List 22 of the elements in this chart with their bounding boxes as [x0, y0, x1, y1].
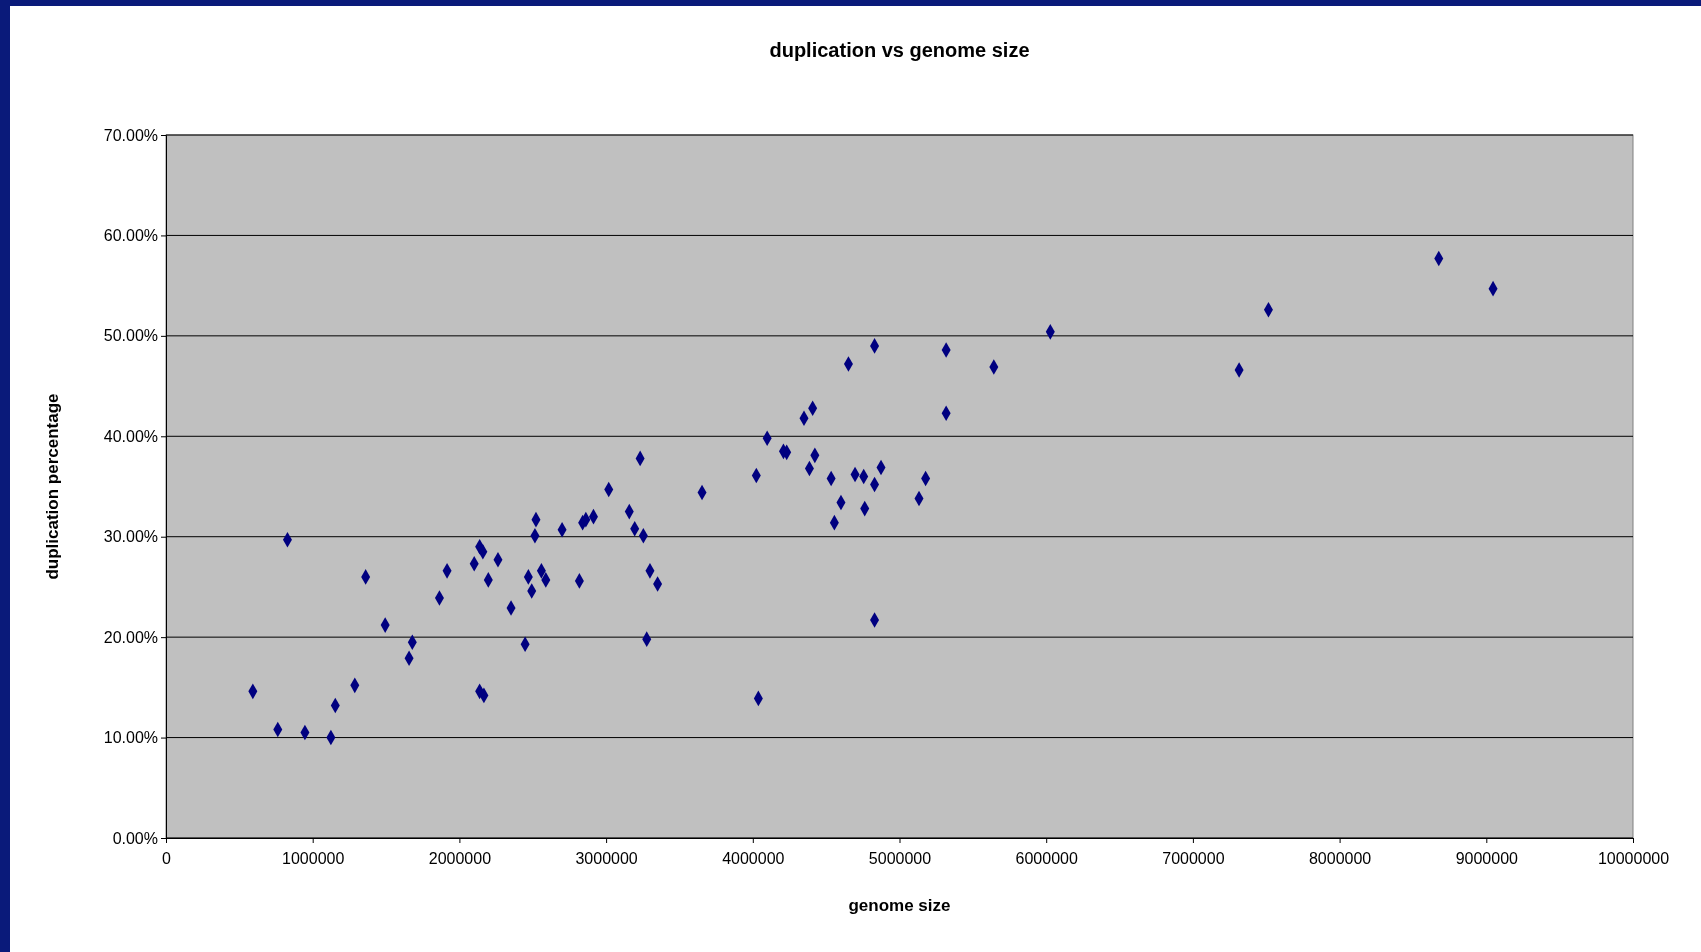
- x-tick-label: 2000000: [428, 849, 492, 867]
- y-tick-label: 60.00%: [103, 227, 158, 245]
- y-tick-label: 70.00%: [103, 126, 158, 144]
- x-tick-label: 9000000: [1455, 849, 1519, 867]
- x-tick-label: 5000000: [868, 849, 932, 867]
- x-tick-label: 4000000: [722, 849, 785, 867]
- y-tick-label: 30.00%: [103, 528, 158, 546]
- x-axis-title: genome size: [848, 896, 951, 915]
- x-tick-label: 3000000: [575, 849, 638, 867]
- x-tick-label: 8000000: [1308, 849, 1372, 867]
- y-tick-label: 0.00%: [112, 829, 158, 847]
- x-tick-label: 0: [162, 849, 172, 867]
- y-tick-label: 20.00%: [103, 628, 158, 646]
- y-tick-label: 40.00%: [103, 427, 158, 445]
- x-tick-label: 6000000: [1015, 849, 1078, 867]
- y-axis-title: duplication percentage: [43, 393, 62, 580]
- y-tick-label: 50.00%: [103, 327, 158, 345]
- x-tick-label: 10000000: [1597, 849, 1670, 867]
- x-tick-label: 1000000: [282, 849, 345, 867]
- y-tick-label: 10.00%: [103, 729, 158, 747]
- x-tick-label: 7000000: [1162, 849, 1225, 867]
- chart-title: duplication vs genome size: [769, 39, 1030, 61]
